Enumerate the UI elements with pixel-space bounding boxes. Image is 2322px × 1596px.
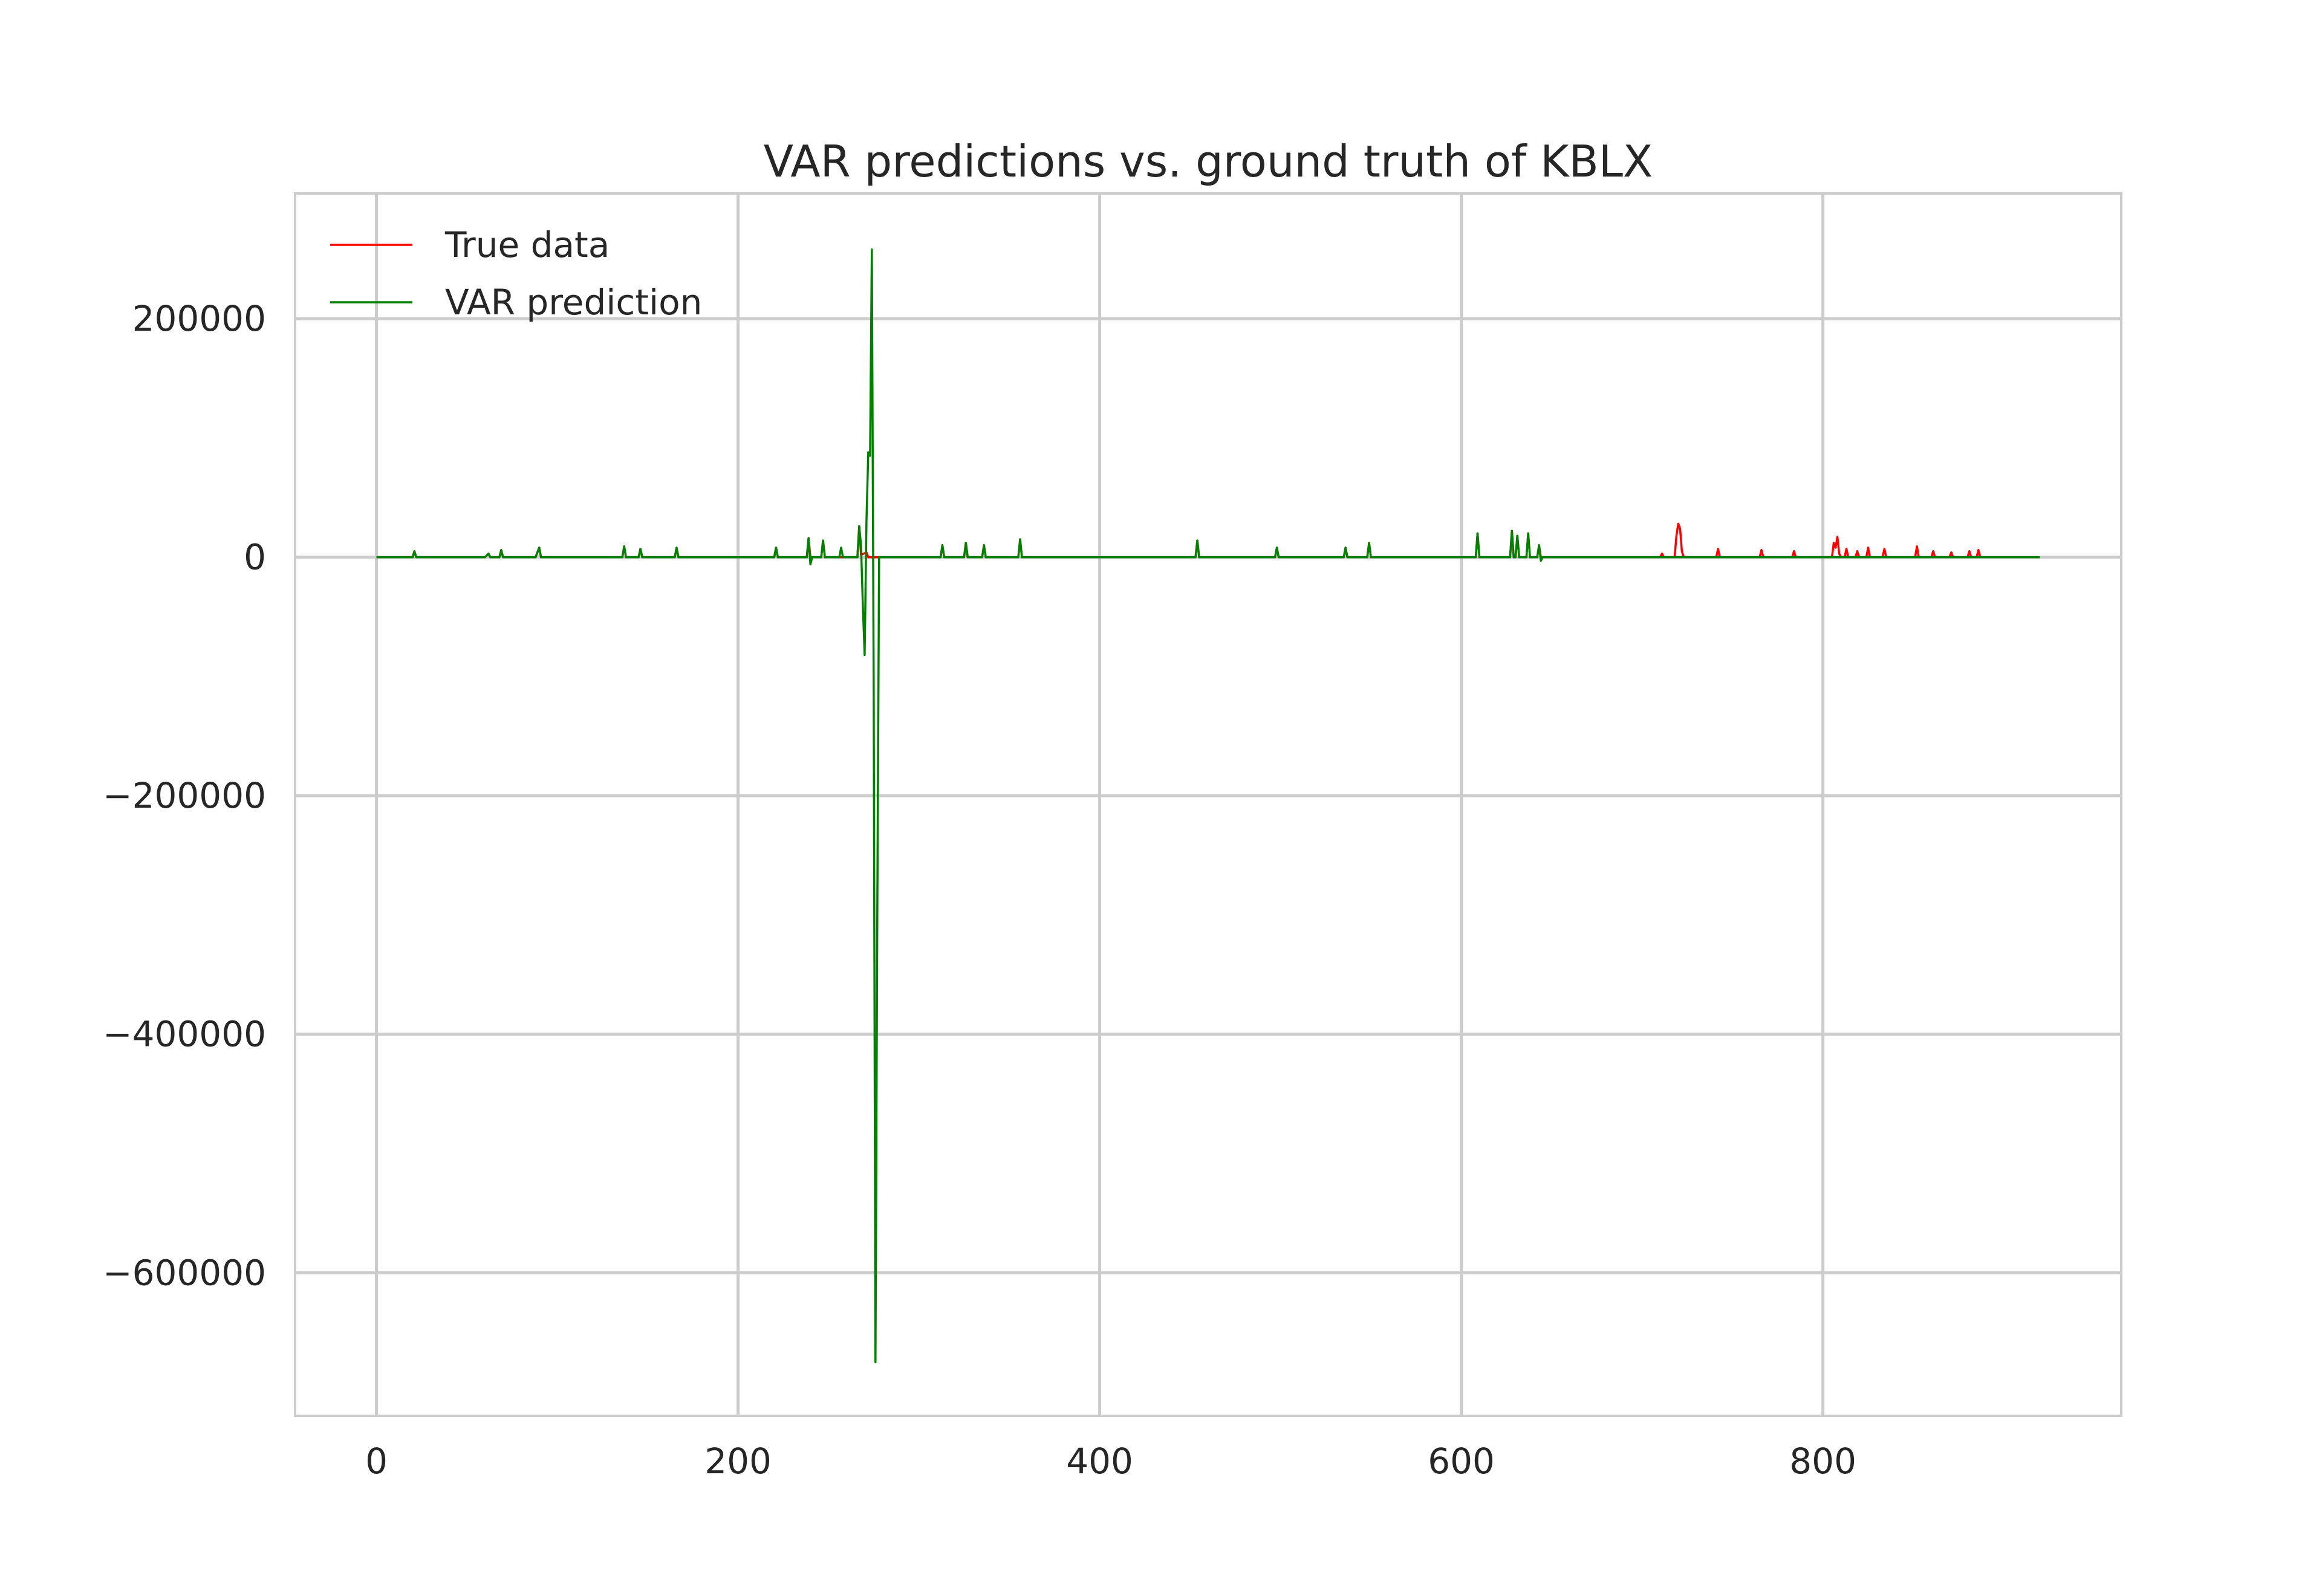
- legend: True data VAR prediction: [330, 224, 702, 323]
- plot-frame: [294, 192, 2122, 1417]
- x-tick-label: 0: [365, 1441, 388, 1482]
- y-tick-label: 200000: [132, 298, 266, 339]
- y-tick-label: 0: [244, 537, 266, 578]
- x-tick-label: 800: [1789, 1441, 1856, 1482]
- x-tick-label: 200: [704, 1441, 772, 1482]
- legend-label: VAR prediction: [445, 282, 702, 323]
- x-tick-labels: 0 200 400 600 800: [365, 1441, 1856, 1482]
- y-tick-label: −200000: [103, 775, 266, 816]
- y-tick-label: −400000: [103, 1014, 266, 1055]
- series-layer: [376, 248, 2040, 1363]
- x-tick-label: 400: [1066, 1441, 1133, 1482]
- y-tick-labels: 200000 0 −200000 −400000 −600000: [103, 298, 266, 1293]
- legend-label: True data: [444, 224, 610, 265]
- y-tick-label: −600000: [103, 1252, 266, 1293]
- chart-title: VAR predictions vs. ground truth of KBLX: [764, 136, 1653, 187]
- series-line-var-prediction: [376, 248, 2040, 1363]
- x-tick-label: 600: [1428, 1441, 1495, 1482]
